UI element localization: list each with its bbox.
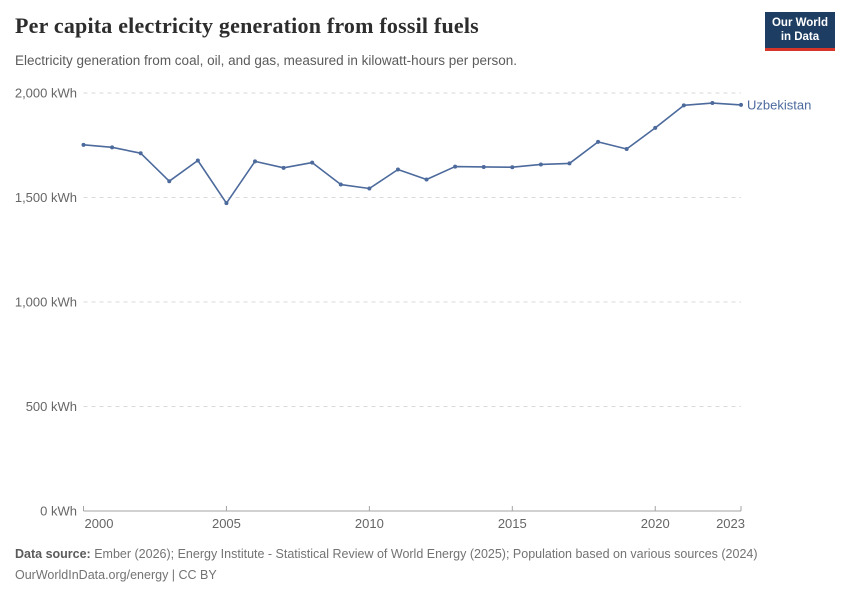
y-axis-tick-label: 2,000 kWh bbox=[15, 86, 77, 101]
line-chart: 0 kWh 500 kWh 1,000 kWh 1,500 kWh 2,000 kWh 2… bbox=[15, 86, 811, 532]
data-point[interactable] bbox=[424, 177, 429, 182]
data-point[interactable] bbox=[653, 125, 658, 130]
data-point[interactable] bbox=[367, 186, 372, 191]
data-point[interactable] bbox=[739, 102, 743, 107]
owid-logo[interactable]: Our World in Data bbox=[764, 12, 835, 51]
y-axis-tick-label: 0 kWh bbox=[40, 504, 77, 519]
data-point[interactable] bbox=[624, 147, 629, 152]
data-point[interactable] bbox=[453, 164, 458, 169]
data-point[interactable] bbox=[510, 165, 515, 170]
x-axis-tick-label: 2023 bbox=[716, 516, 745, 531]
data-point[interactable] bbox=[281, 165, 286, 170]
data-point[interactable] bbox=[224, 201, 229, 206]
x-axis-tick-label: 2015 bbox=[498, 516, 527, 531]
owid-logo-line1: Our World bbox=[771, 17, 828, 29]
data-source-label: Data source: bbox=[15, 547, 91, 561]
page-title: Per capita electricity generation from f… bbox=[15, 13, 479, 38]
data-point[interactable] bbox=[338, 182, 343, 187]
data-point[interactable] bbox=[596, 139, 601, 144]
footer-source-line: Data source: Ember (2026); Energy Instit… bbox=[15, 544, 835, 565]
y-axis-tick-label: 500 kWh bbox=[26, 399, 77, 414]
data-point[interactable] bbox=[81, 142, 86, 147]
page-subtitle: Electricity generation from coal, oil, a… bbox=[15, 53, 517, 68]
data-point[interactable] bbox=[395, 167, 400, 172]
data-source-text: Ember (2026); Energy Institute - Statist… bbox=[94, 547, 758, 561]
data-point[interactable] bbox=[138, 151, 143, 156]
footer-license-line[interactable]: OurWorldInData.org/energy | CC BY bbox=[15, 568, 217, 582]
owid-logo-line2: in Data bbox=[780, 30, 820, 43]
data-point[interactable] bbox=[710, 101, 715, 106]
data-point[interactable] bbox=[310, 160, 315, 165]
y-axis-tick-label: 1,500 kWh bbox=[15, 190, 77, 205]
data-point[interactable] bbox=[110, 145, 115, 150]
x-axis-tick-label: 2020 bbox=[641, 516, 670, 531]
data-point[interactable] bbox=[567, 161, 572, 166]
data-point[interactable] bbox=[681, 103, 686, 108]
data-point[interactable] bbox=[195, 158, 200, 163]
data-point[interactable] bbox=[167, 179, 172, 184]
series-end-label: Uzbekistan bbox=[747, 97, 811, 112]
footer: Data source: Ember (2026); Energy Instit… bbox=[15, 544, 835, 586]
data-point[interactable] bbox=[481, 164, 486, 169]
y-axis-tick-label: 1,000 kWh bbox=[15, 295, 77, 310]
data-point[interactable] bbox=[538, 162, 543, 167]
x-axis-tick-label: 2005 bbox=[212, 516, 241, 531]
series-line-uzbekistan[interactable] bbox=[83, 102, 742, 204]
x-axis-tick-label: 2010 bbox=[355, 516, 384, 531]
data-point[interactable] bbox=[253, 159, 258, 164]
x-axis-tick-label: 2000 bbox=[85, 516, 114, 531]
